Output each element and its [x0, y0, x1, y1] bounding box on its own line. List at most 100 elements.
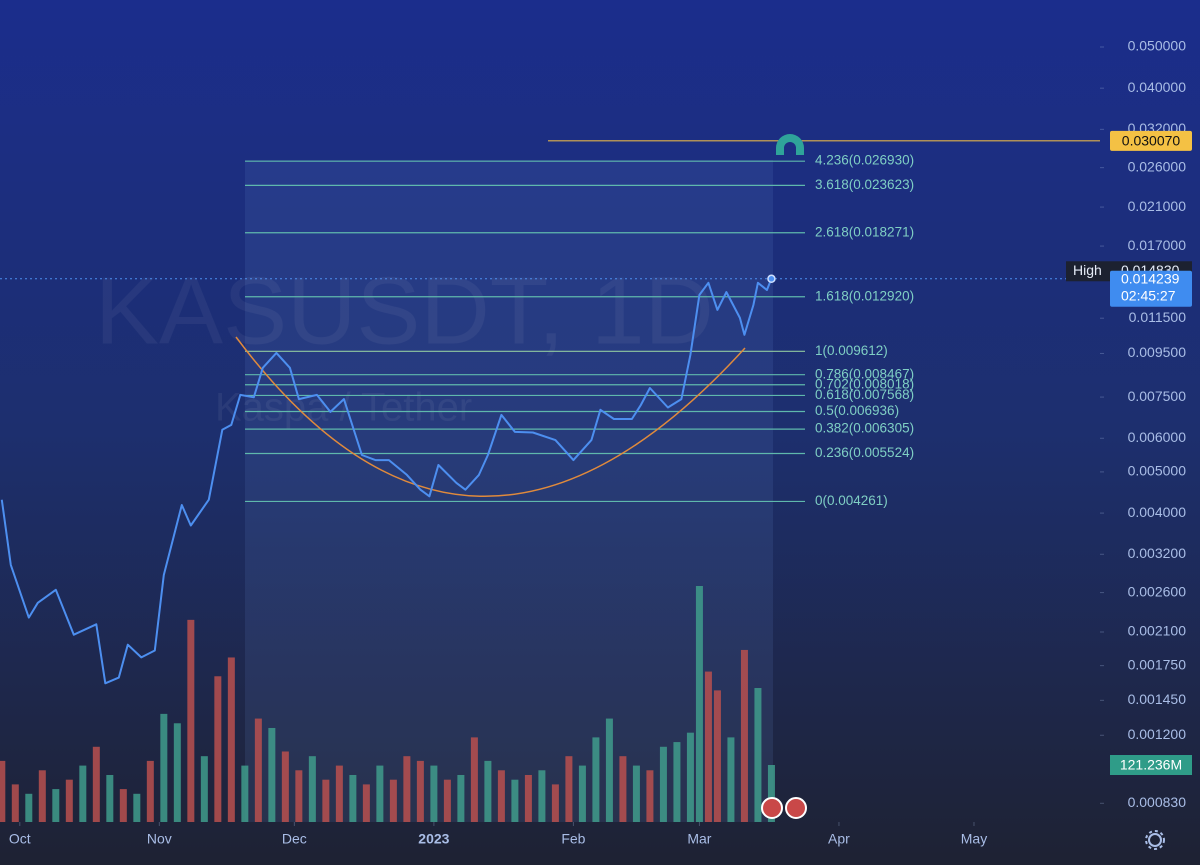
- volume-bar: [295, 770, 303, 822]
- volume-bar: [767, 765, 775, 822]
- watermark: KASUSDT, 1D: [95, 257, 714, 364]
- fib-label: 0.702(0.008018): [815, 376, 914, 391]
- volume-bar: [578, 765, 586, 822]
- volume-bar: [187, 619, 195, 822]
- volume-bar: [106, 774, 114, 822]
- alert-badge: [1110, 130, 1192, 151]
- volume-bar: [362, 784, 370, 822]
- volume-bar: [457, 774, 465, 822]
- fib-label: 1.618(0.012920): [815, 288, 914, 303]
- volume-bar: [92, 746, 100, 822]
- price-label: 0.014239: [1121, 270, 1180, 286]
- volume-bar: [565, 756, 573, 822]
- volume-bar: [146, 760, 154, 822]
- volume-bar: [349, 774, 357, 822]
- volume-bar: [524, 774, 532, 822]
- fib-label: 0.5(0.006936): [815, 403, 899, 418]
- volume-bar: [484, 760, 492, 822]
- volume-bar: [214, 676, 222, 822]
- volume-bar: [619, 756, 627, 822]
- watermark-sub: Kaspa / Tether: [215, 386, 472, 430]
- volume-bar: [52, 789, 60, 822]
- volume-bar: [322, 779, 330, 822]
- volume-bar: [25, 793, 33, 822]
- volume-bar: [38, 770, 46, 822]
- volume-bar: [713, 690, 721, 822]
- countdown: 02:45:27: [1121, 287, 1176, 303]
- volume-bar: [551, 784, 559, 822]
- fib-label: 0.618(0.007568): [815, 387, 914, 402]
- volume-bar: [389, 779, 397, 822]
- volume-bar: [538, 770, 546, 822]
- volume-bar: [727, 737, 735, 822]
- volume-bar: [497, 770, 505, 822]
- y-tick-label: 0.007500: [1128, 388, 1187, 404]
- y-tick-label: 0.001750: [1128, 656, 1187, 672]
- y-tick-label: 0.005000: [1128, 463, 1187, 479]
- volume-bar: [335, 765, 343, 822]
- volume-bar: [659, 746, 667, 822]
- x-tick-label: Dec: [282, 831, 307, 847]
- volume-bar: [740, 649, 748, 822]
- y-tick-label: 0.002600: [1128, 583, 1187, 599]
- x-tick-label: Nov: [147, 831, 172, 847]
- fib-layer: 4.236(0.026930) 3.618(0.023623) 2.618(0.01…: [245, 140, 1100, 508]
- y-tick-label: 0.001450: [1128, 691, 1187, 707]
- cup-curve: [235, 336, 746, 497]
- y-tick-label: 0.050000: [1128, 38, 1187, 54]
- fib-label: 1(0.009612): [815, 343, 888, 358]
- volume-bar: [308, 756, 316, 822]
- y-tick-label: 0.002100: [1128, 623, 1187, 639]
- volume-bar: [160, 713, 168, 822]
- fib-label: 0(0.004261): [815, 493, 888, 508]
- event-flag[interactable]: [785, 797, 807, 819]
- volume-bar: [268, 727, 276, 822]
- y-tick-label: 0.009500: [1128, 344, 1187, 360]
- price-axis: 0.0500000.0400000.0320000.0260000.021000…: [9, 38, 1192, 847]
- fib-label: 2.618(0.018271): [815, 224, 914, 239]
- volume-label: 121.236M: [1120, 757, 1182, 773]
- fib-label: 3.618(0.023623): [815, 177, 914, 192]
- volume-bar: [754, 688, 762, 822]
- fib-label: 4.236(0.026930): [815, 153, 914, 168]
- volume-bar: [704, 671, 712, 822]
- volume-bar: [200, 756, 208, 822]
- settings-icon[interactable]: [1145, 830, 1165, 850]
- last-point: [767, 274, 776, 284]
- fib-label: 0.786(0.008467): [815, 366, 914, 381]
- y-tick-label: 0.000830: [1128, 794, 1187, 810]
- volume-bar: [281, 751, 289, 822]
- volume-bar: [695, 586, 703, 822]
- volume-bar: [443, 779, 451, 822]
- volume-bar: [241, 765, 249, 822]
- fib-zone: [245, 160, 773, 822]
- y-tick-label: 0.001200: [1128, 726, 1187, 742]
- y-tick-label: 0.006000: [1128, 429, 1187, 445]
- volume-bar: [592, 737, 600, 822]
- y-tick-label: 0.011500: [1129, 309, 1187, 325]
- volume-bar: [173, 723, 181, 822]
- x-tick-label: Feb: [561, 831, 585, 847]
- x-tick-label: May: [961, 831, 987, 847]
- volume-bar: [605, 718, 613, 822]
- volume-bar: [227, 657, 235, 822]
- volume-badge: [1110, 755, 1192, 776]
- y-tick-label: 0.017000: [1128, 237, 1187, 253]
- volume-bar: [0, 760, 6, 822]
- fib-label: 0.382(0.006305): [815, 421, 914, 436]
- x-tick-label: Mar: [687, 831, 711, 847]
- volume-bar: [430, 765, 438, 822]
- price-line: [0, 278, 773, 685]
- price-badge: [1110, 270, 1192, 307]
- volume-bar: [686, 732, 694, 822]
- volume-bar: [133, 793, 141, 822]
- y-tick-label: 0.004000: [1128, 504, 1187, 520]
- volume-bar: [403, 756, 411, 822]
- event-flag[interactable]: [761, 797, 783, 819]
- magnet-icon[interactable]: [776, 134, 804, 155]
- alert-label: 0.030070: [1122, 133, 1181, 149]
- y-tick-label: 0.003200: [1128, 545, 1187, 561]
- volume-layer: [0, 586, 775, 822]
- y-tick-label: 0.026000: [1128, 158, 1187, 174]
